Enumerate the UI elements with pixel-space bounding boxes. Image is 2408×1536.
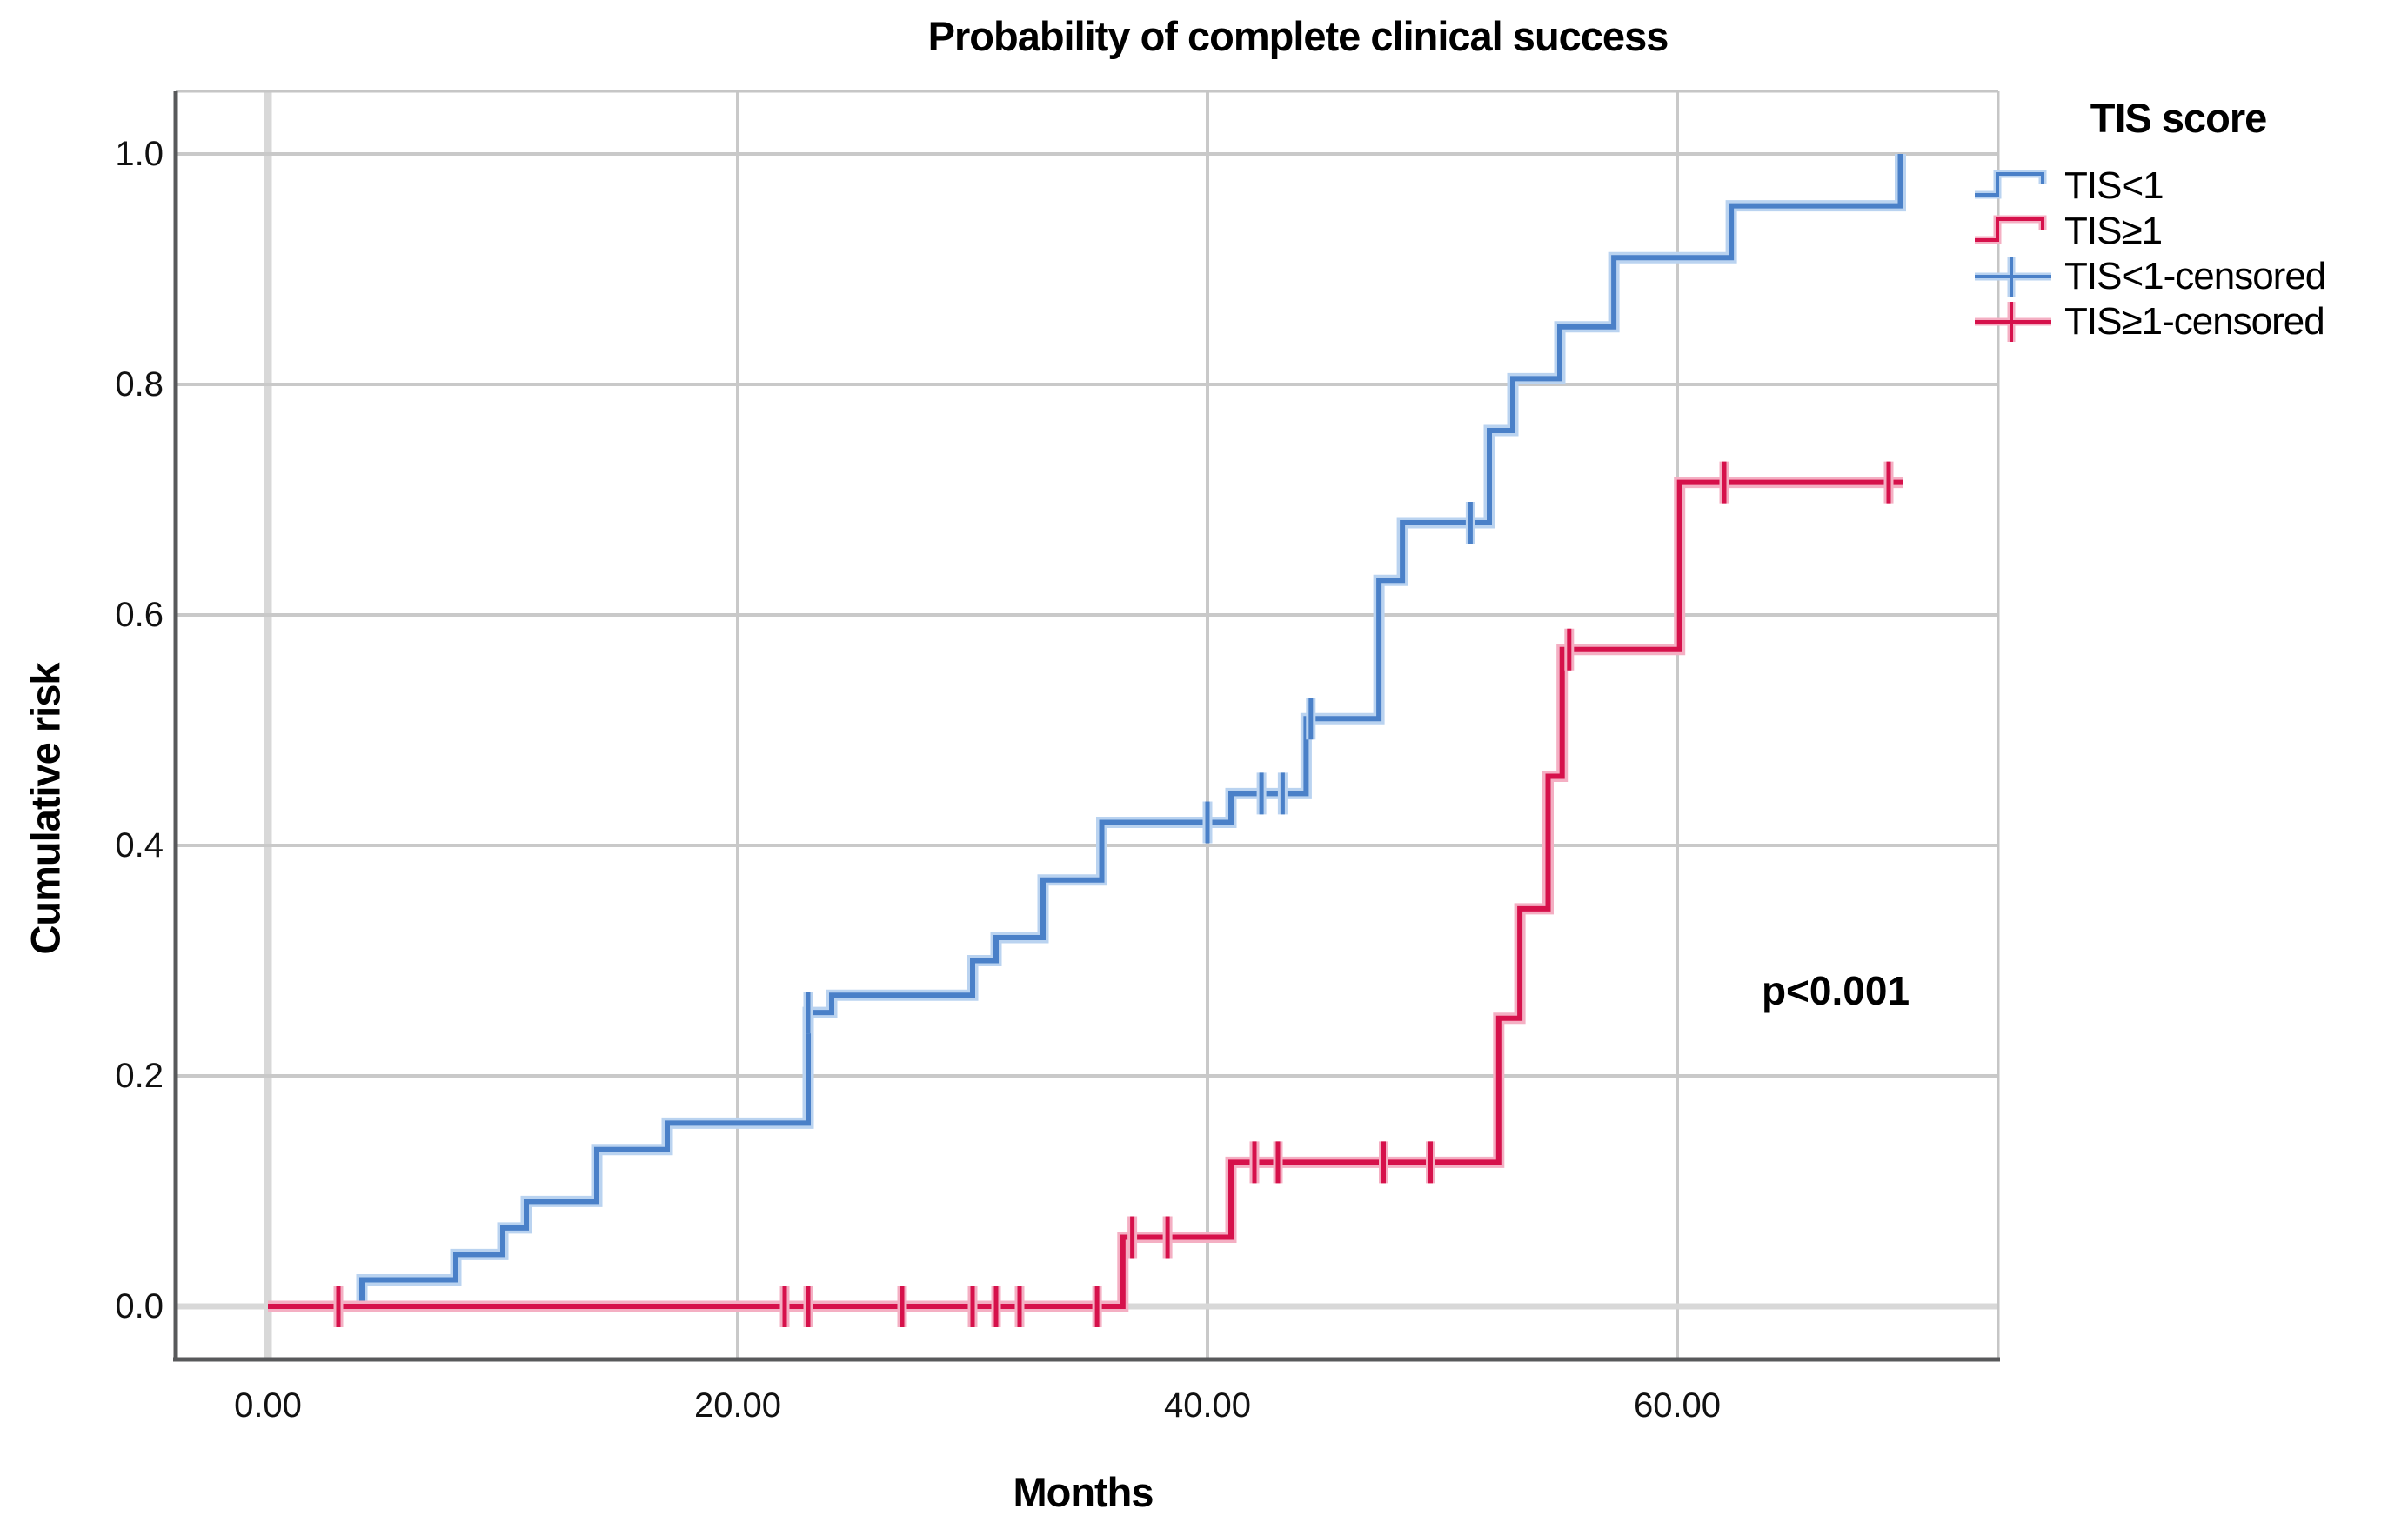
y-tick-label: 0.6 bbox=[115, 596, 164, 634]
legend-censored-plus-icon bbox=[1975, 302, 2051, 342]
y-tick-label: 0.2 bbox=[115, 1057, 164, 1095]
series-line-tis-ge1 bbox=[268, 479, 1903, 1309]
x-tick-label: 40.00 bbox=[1163, 1386, 1252, 1425]
legend: TIS score TIS<1 TIS≥1 TIS<1-censored TIS≥1-… bbox=[1949, 87, 2408, 383]
legend-item: TIS≥1-censored bbox=[1973, 299, 2325, 344]
legend-item-label: TIS≥1-censored bbox=[2064, 300, 2325, 343]
series-halo-tis-ge1 bbox=[268, 477, 1903, 1312]
x-tick-label: 20.00 bbox=[693, 1386, 782, 1425]
y-tick-label: 0.0 bbox=[115, 1287, 164, 1326]
y-tick-label: 1.0 bbox=[115, 135, 164, 173]
y-tick-label: 0.8 bbox=[115, 365, 164, 404]
legend-item-label: TIS<1 bbox=[2064, 164, 2164, 207]
y-tick-label: 0.4 bbox=[115, 826, 164, 865]
chart-title: Probability of complete clinical success bbox=[927, 13, 1669, 59]
legend-censored-plus-icon bbox=[1975, 257, 2051, 297]
series-halo-tis-lt1 bbox=[268, 154, 1906, 1312]
legend-item: TIS<1 bbox=[1973, 164, 2164, 209]
legend-item-label: TIS<1-censored bbox=[2064, 255, 2326, 297]
x-tick-label: 0.00 bbox=[234, 1386, 302, 1425]
legend-item: TIS<1-censored bbox=[1973, 254, 2326, 299]
legend-item: TIS≥1 bbox=[1973, 209, 2163, 254]
legend-step-line-icon bbox=[1975, 215, 2047, 244]
x-axis-title: Months bbox=[1013, 1469, 1154, 1515]
x-tick-label: 60.00 bbox=[1633, 1386, 1722, 1425]
legend-item-label: TIS≥1 bbox=[2064, 210, 2163, 252]
series-line-tis-lt1 bbox=[268, 154, 1903, 1309]
legend-title: TIS score bbox=[2090, 95, 2268, 141]
p-value-annotation: p<0.001 bbox=[1761, 968, 1910, 1013]
legend-step-line-icon bbox=[1975, 170, 2047, 199]
